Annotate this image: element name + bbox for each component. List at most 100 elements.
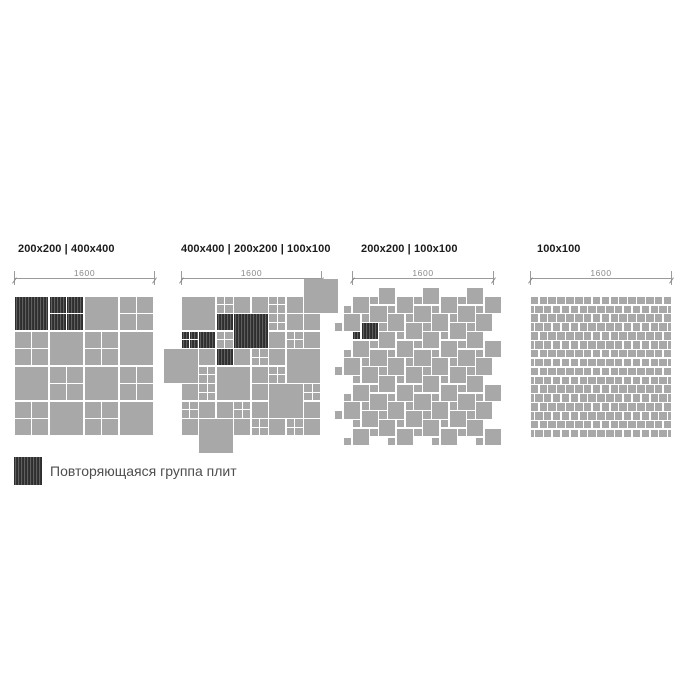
tile — [619, 367, 627, 376]
tile — [623, 429, 632, 438]
tile — [190, 410, 198, 418]
tile — [592, 420, 601, 429]
tile — [583, 314, 592, 322]
tile — [601, 349, 610, 358]
tile — [659, 429, 667, 438]
tile — [216, 340, 225, 348]
tile — [137, 366, 154, 383]
tile — [370, 349, 387, 366]
tile — [623, 305, 632, 314]
tile — [432, 349, 440, 357]
tile — [566, 420, 574, 429]
tile — [277, 305, 286, 313]
tile — [530, 376, 534, 385]
tile — [619, 314, 627, 322]
tile — [379, 323, 387, 331]
tile — [583, 420, 592, 429]
tile — [668, 305, 672, 314]
hatched-tile — [190, 340, 198, 348]
tile — [592, 296, 601, 305]
tile — [610, 403, 619, 411]
dimension-label: 1600 — [240, 267, 263, 278]
tile — [251, 384, 268, 401]
tile — [637, 403, 645, 411]
tile — [663, 367, 672, 376]
tile — [637, 314, 645, 322]
tile — [552, 323, 561, 331]
tile — [663, 403, 672, 411]
hatched-tile — [361, 323, 378, 340]
hatched-tile — [216, 349, 233, 366]
tile — [588, 358, 596, 367]
tile — [552, 358, 561, 367]
tile — [242, 401, 251, 410]
tile — [225, 331, 233, 340]
tile — [610, 349, 619, 358]
tile — [286, 427, 295, 436]
tile — [14, 331, 31, 348]
tile — [277, 322, 286, 331]
tile — [423, 420, 440, 437]
tile — [199, 392, 207, 401]
tile — [102, 419, 119, 436]
tile — [277, 314, 286, 322]
dimension-serif — [669, 277, 674, 284]
tile-field — [530, 296, 672, 438]
tile — [269, 349, 286, 366]
tile — [440, 340, 458, 357]
tile — [396, 376, 405, 384]
tile — [615, 394, 623, 402]
tile — [387, 349, 396, 357]
hatched-tile — [190, 331, 198, 340]
tile — [458, 349, 475, 366]
tile — [650, 358, 658, 367]
tile — [606, 412, 614, 420]
tile — [32, 401, 49, 418]
tile — [530, 403, 539, 411]
tile — [467, 376, 484, 393]
tile — [530, 341, 534, 349]
tile — [632, 394, 641, 402]
dimension-tick — [321, 271, 322, 285]
tile — [637, 349, 645, 358]
tile — [269, 305, 277, 313]
tile — [199, 375, 207, 383]
tile — [286, 296, 303, 313]
tile — [606, 341, 614, 349]
tile — [440, 428, 458, 446]
tile — [650, 305, 658, 314]
tile — [216, 305, 225, 313]
tile — [592, 314, 601, 322]
tile — [286, 331, 295, 340]
tile — [207, 366, 216, 375]
tile — [181, 384, 198, 401]
tile — [304, 419, 321, 436]
tile — [668, 394, 672, 402]
hatched-tile — [181, 340, 190, 348]
tile — [234, 349, 251, 366]
tile — [561, 412, 570, 420]
tile — [269, 331, 286, 348]
tile — [610, 385, 619, 393]
tile — [548, 296, 556, 305]
tile — [659, 376, 667, 385]
tile-field — [164, 279, 338, 453]
tile — [251, 296, 268, 313]
tile — [654, 349, 663, 358]
tile — [637, 385, 645, 393]
tile — [251, 357, 260, 366]
tile — [552, 341, 561, 349]
tile — [449, 402, 458, 410]
tile — [535, 412, 543, 420]
tile — [352, 376, 361, 384]
tile — [615, 358, 623, 367]
tile — [628, 420, 636, 429]
tile — [396, 331, 405, 340]
tile — [588, 341, 596, 349]
tile — [440, 376, 449, 384]
tile — [579, 323, 587, 331]
tile — [654, 420, 663, 429]
tile — [579, 305, 587, 314]
tile — [544, 412, 552, 420]
tile — [557, 403, 565, 411]
